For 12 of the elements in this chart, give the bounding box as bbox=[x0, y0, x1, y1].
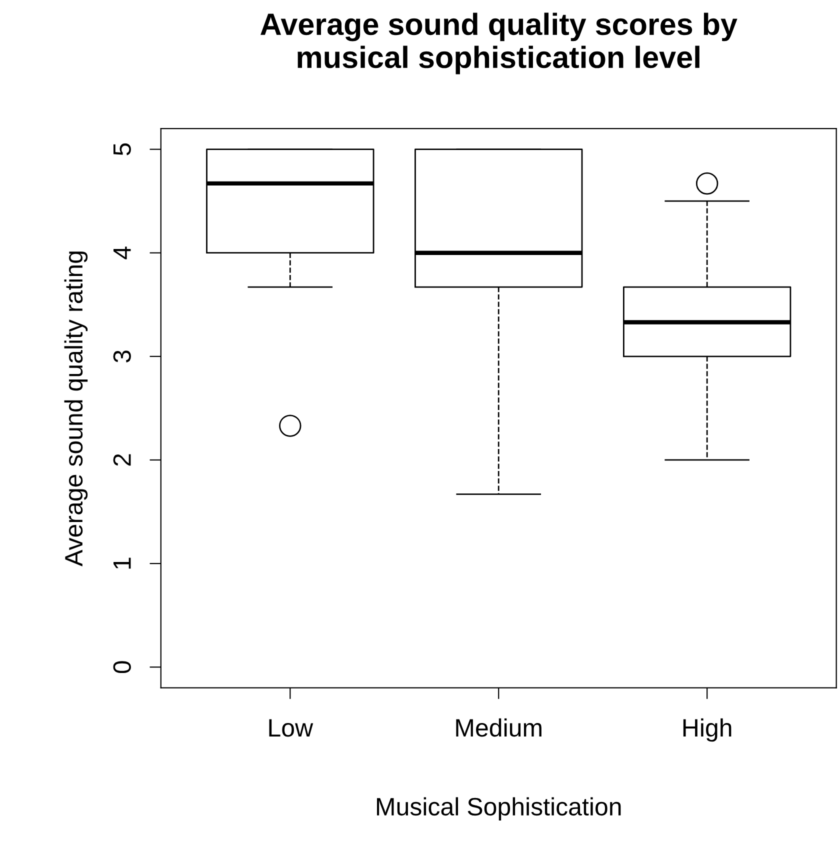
y-tick-label: 2 bbox=[113, 454, 131, 466]
y-tick-label: 5 bbox=[114, 143, 131, 156]
x-axis-title: Musical Sophistication bbox=[376, 797, 621, 821]
y-tick-label: 0 bbox=[113, 661, 131, 674]
x-tick-label: High bbox=[683, 718, 732, 742]
y-axis-title: Average sound quality rating bbox=[64, 252, 88, 566]
x-tick-label: Low bbox=[269, 719, 314, 737]
y-tick-label: 1 bbox=[114, 558, 131, 569]
x-tick-label: Medium bbox=[456, 718, 542, 737]
chart-title: Average sound quality scores by musical sophistication level bbox=[260, 12, 738, 74]
y-tick-label: 3 bbox=[113, 350, 131, 362]
y-tick-label: 4 bbox=[114, 246, 131, 260]
